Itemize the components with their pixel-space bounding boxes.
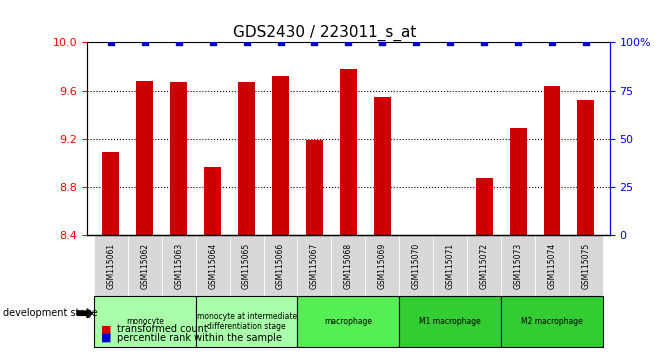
Bar: [136, 81, 153, 235]
FancyBboxPatch shape: [569, 235, 603, 296]
Text: GSM115061: GSM115061: [107, 242, 115, 289]
FancyBboxPatch shape: [94, 235, 128, 296]
Text: GSM115064: GSM115064: [208, 242, 217, 289]
Bar: [204, 167, 221, 235]
Text: GSM115075: GSM115075: [582, 242, 590, 289]
Bar: [306, 140, 323, 235]
FancyBboxPatch shape: [128, 235, 161, 296]
FancyBboxPatch shape: [535, 235, 569, 296]
Bar: [238, 82, 255, 235]
Point: [479, 40, 490, 45]
Point: [139, 40, 150, 45]
Text: GSM115074: GSM115074: [547, 242, 557, 289]
Text: percentile rank within the sample: percentile rank within the sample: [117, 333, 282, 343]
FancyBboxPatch shape: [501, 296, 603, 347]
Text: GSM115065: GSM115065: [242, 242, 251, 289]
Bar: [374, 97, 391, 235]
FancyBboxPatch shape: [161, 235, 196, 296]
Text: GSM115066: GSM115066: [276, 242, 285, 289]
FancyBboxPatch shape: [399, 296, 501, 347]
Point: [241, 40, 252, 45]
Bar: [543, 86, 561, 235]
FancyBboxPatch shape: [196, 296, 297, 347]
FancyBboxPatch shape: [196, 235, 230, 296]
Point: [581, 40, 592, 45]
Text: development stage: development stage: [3, 308, 98, 318]
Text: ■: ■: [100, 324, 111, 334]
Point: [547, 40, 557, 45]
Point: [207, 40, 218, 45]
Point: [377, 40, 388, 45]
FancyBboxPatch shape: [365, 235, 399, 296]
Text: GDS2430 / 223011_s_at: GDS2430 / 223011_s_at: [233, 25, 417, 41]
Text: GSM115070: GSM115070: [412, 242, 421, 289]
FancyBboxPatch shape: [433, 235, 467, 296]
Text: GSM115071: GSM115071: [446, 242, 455, 289]
FancyBboxPatch shape: [501, 235, 535, 296]
Text: GSM115063: GSM115063: [174, 242, 183, 289]
Bar: [103, 152, 119, 235]
Bar: [476, 177, 492, 235]
Text: GSM115062: GSM115062: [140, 242, 149, 289]
FancyBboxPatch shape: [94, 296, 196, 347]
Text: GSM115073: GSM115073: [514, 242, 523, 289]
FancyBboxPatch shape: [399, 235, 433, 296]
Bar: [510, 128, 527, 235]
Text: M1 macrophage: M1 macrophage: [419, 317, 481, 326]
Point: [343, 40, 354, 45]
FancyBboxPatch shape: [467, 235, 501, 296]
Bar: [340, 69, 357, 235]
Text: GSM115067: GSM115067: [310, 242, 319, 289]
Text: macrophage: macrophage: [324, 317, 373, 326]
Point: [411, 40, 421, 45]
Text: GSM115069: GSM115069: [378, 242, 387, 289]
FancyBboxPatch shape: [263, 235, 297, 296]
Bar: [408, 235, 425, 316]
FancyBboxPatch shape: [297, 235, 332, 296]
Point: [309, 40, 320, 45]
Text: GSM115068: GSM115068: [344, 242, 353, 289]
Bar: [170, 82, 187, 235]
FancyBboxPatch shape: [332, 235, 365, 296]
Text: ■: ■: [100, 333, 111, 343]
Point: [174, 40, 184, 45]
FancyBboxPatch shape: [230, 235, 263, 296]
Bar: [442, 235, 459, 313]
Point: [513, 40, 523, 45]
Text: GSM115072: GSM115072: [480, 242, 488, 289]
Bar: [578, 100, 594, 235]
Text: monocyte at intermediate
differentiation stage: monocyte at intermediate differentiation…: [196, 312, 297, 331]
Point: [445, 40, 456, 45]
FancyBboxPatch shape: [297, 296, 399, 347]
Point: [275, 40, 286, 45]
Text: monocyte: monocyte: [126, 317, 163, 326]
Text: M2 macrophage: M2 macrophage: [521, 317, 583, 326]
Text: transformed count: transformed count: [117, 324, 208, 334]
Bar: [272, 76, 289, 235]
Point: [105, 40, 116, 45]
